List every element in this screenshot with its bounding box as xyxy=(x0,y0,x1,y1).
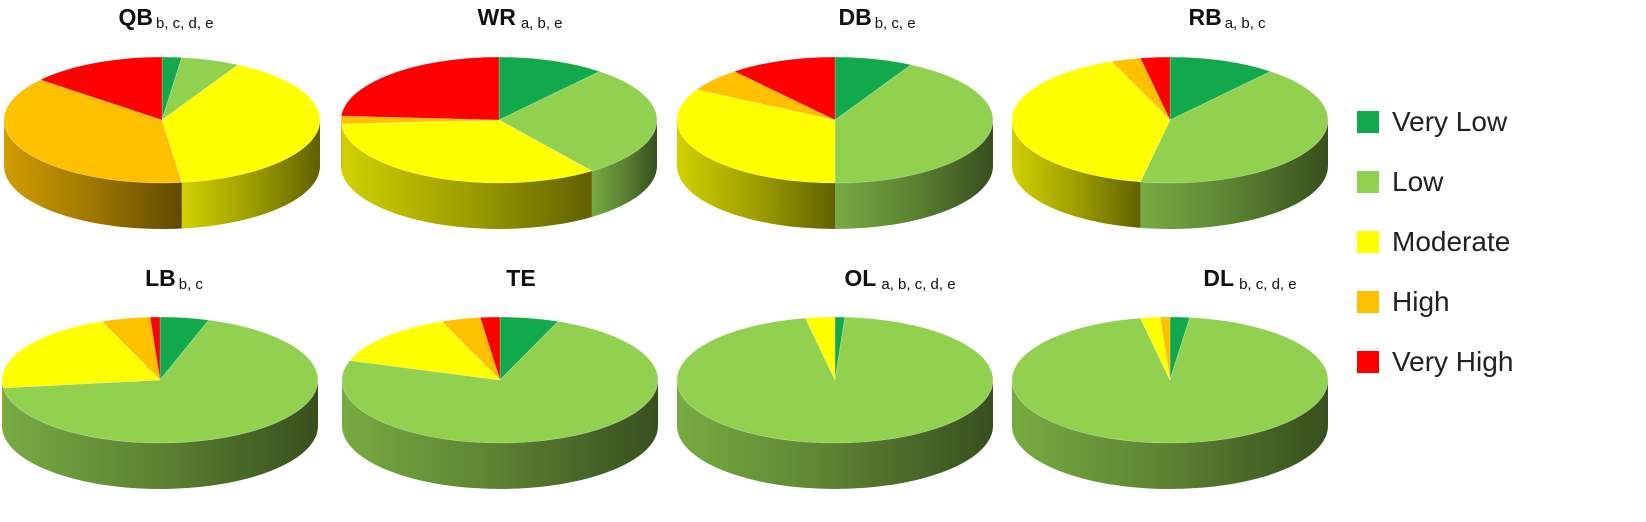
pie-slice-wr-moderate xyxy=(340,119,593,184)
pie-slice-dl-high xyxy=(1159,316,1171,381)
chart-title-dl: DL b, c, d, e xyxy=(1203,265,1296,293)
pie-side-te-low xyxy=(342,380,658,489)
pie-slice-lb-high xyxy=(101,316,161,381)
pie-slice-dl-very-low xyxy=(1169,316,1191,381)
pie-slice-te-high xyxy=(441,317,501,381)
pie-slice-wr-very-low xyxy=(498,56,601,121)
pie-chart-ol: OL a, b, c, d, e xyxy=(676,265,994,489)
legend-swatch-moderate xyxy=(1357,231,1379,253)
pie-chart-db: DB b, c, e xyxy=(676,4,994,229)
chart-title-lb: LB b, c xyxy=(145,265,203,293)
pie-slice-te-moderate xyxy=(349,321,501,381)
pie-side-qb-moderate xyxy=(181,120,320,229)
pie-slice-db-high xyxy=(695,71,836,121)
chart-title-te: TE xyxy=(506,265,535,291)
legend-label-very-high: Very High xyxy=(1392,346,1513,377)
pie-chart-rb: RB a, b, c xyxy=(1011,4,1329,229)
pie-side-rb-moderate xyxy=(1012,120,1141,228)
pie-side-wr-moderate xyxy=(341,123,592,230)
pie-chart-qb: QB b, c, d, e xyxy=(3,4,321,229)
legend-item-low: Low xyxy=(1357,166,1444,197)
pie-chart-te: TE xyxy=(341,265,659,489)
pie-slice-rb-high xyxy=(1111,57,1171,121)
pie-slice-dl-moderate xyxy=(1139,316,1171,381)
pie-slice-te-very-low xyxy=(499,316,559,381)
pie-slice-qb-moderate xyxy=(161,64,321,183)
pie-side-lb-low xyxy=(3,380,319,490)
pie-slice-db-low xyxy=(834,64,994,184)
legend-item-moderate: Moderate xyxy=(1357,226,1510,257)
pie-slice-dl-low xyxy=(1011,317,1329,444)
legend-item-very-low: Very Low xyxy=(1357,106,1508,137)
pie-slice-lb-moderate xyxy=(1,321,161,389)
pie-side-lb-moderate xyxy=(2,380,4,434)
legend-swatch-high xyxy=(1357,291,1379,313)
chart-title-db: DB b, c, e xyxy=(838,4,915,32)
legend-swatch-very-high xyxy=(1357,351,1379,373)
legend-label-moderate: Moderate xyxy=(1392,226,1510,257)
pie-slice-db-moderate xyxy=(676,89,836,184)
legend: Very Low Low Moderate High Very High xyxy=(1357,106,1513,377)
pie-slice-rb-low xyxy=(1139,71,1329,184)
pie-side-wr-low xyxy=(591,120,657,217)
pie-slice-wr-low xyxy=(498,71,658,172)
pie-slice-te-low xyxy=(341,321,659,444)
pie-side-db-low xyxy=(835,120,993,229)
legend-swatch-low xyxy=(1357,171,1379,193)
legend-swatch-very-low xyxy=(1357,111,1379,133)
pie-slice-rb-very-low xyxy=(1169,56,1272,121)
pie-slice-db-very-high xyxy=(733,56,836,121)
chart-title-ol: OL a, b, c, d, e xyxy=(844,265,955,293)
pie-slice-wr-high xyxy=(340,115,500,125)
pie-chart-dl: DL b, c, d, e xyxy=(1011,265,1329,489)
pie-slice-qb-high xyxy=(3,79,183,184)
chart-title-qb: QB b, c, d, e xyxy=(118,4,213,32)
legend-label-low: Low xyxy=(1392,166,1444,197)
pie-slice-ol-very-low xyxy=(834,316,846,381)
pie-chart-wr: WR a, b, e xyxy=(340,4,658,230)
pie-slice-lb-very-low xyxy=(159,316,210,381)
pie-side-db-moderate xyxy=(677,120,835,229)
pie-side-qb-high xyxy=(4,120,182,229)
pie-slice-qb-very-low xyxy=(161,56,183,121)
pie-slice-ol-low xyxy=(676,316,994,444)
pie-slice-wr-very-high xyxy=(340,56,500,121)
pie-slice-rb-very-high xyxy=(1139,56,1171,121)
pie-side-rb-low xyxy=(1140,120,1328,229)
pie-slice-lb-very-high xyxy=(149,316,161,381)
chart-title-wr: WR a, b, e xyxy=(477,4,562,32)
pie-side-ol-low xyxy=(677,380,993,489)
pie-slice-qb-very-high xyxy=(39,56,163,121)
pie-slice-rb-moderate xyxy=(1011,61,1171,183)
chart-title-rb: RB a, b, c xyxy=(1188,4,1266,32)
legend-label-very-low: Very Low xyxy=(1392,106,1508,137)
pie-slice-lb-low xyxy=(2,319,319,444)
pie-chart-lb: LB b, c xyxy=(1,265,319,490)
pie-slice-ol-moderate xyxy=(804,316,836,381)
legend-item-very-high: Very High xyxy=(1357,346,1513,377)
pie-slice-db-very-low xyxy=(834,56,912,121)
pie-side-dl-low xyxy=(1012,380,1328,489)
pie-slice-qb-low xyxy=(161,57,239,121)
legend-label-high: High xyxy=(1392,286,1450,317)
pie-slice-te-very-high xyxy=(479,316,501,381)
legend-item-high: High xyxy=(1357,286,1450,317)
